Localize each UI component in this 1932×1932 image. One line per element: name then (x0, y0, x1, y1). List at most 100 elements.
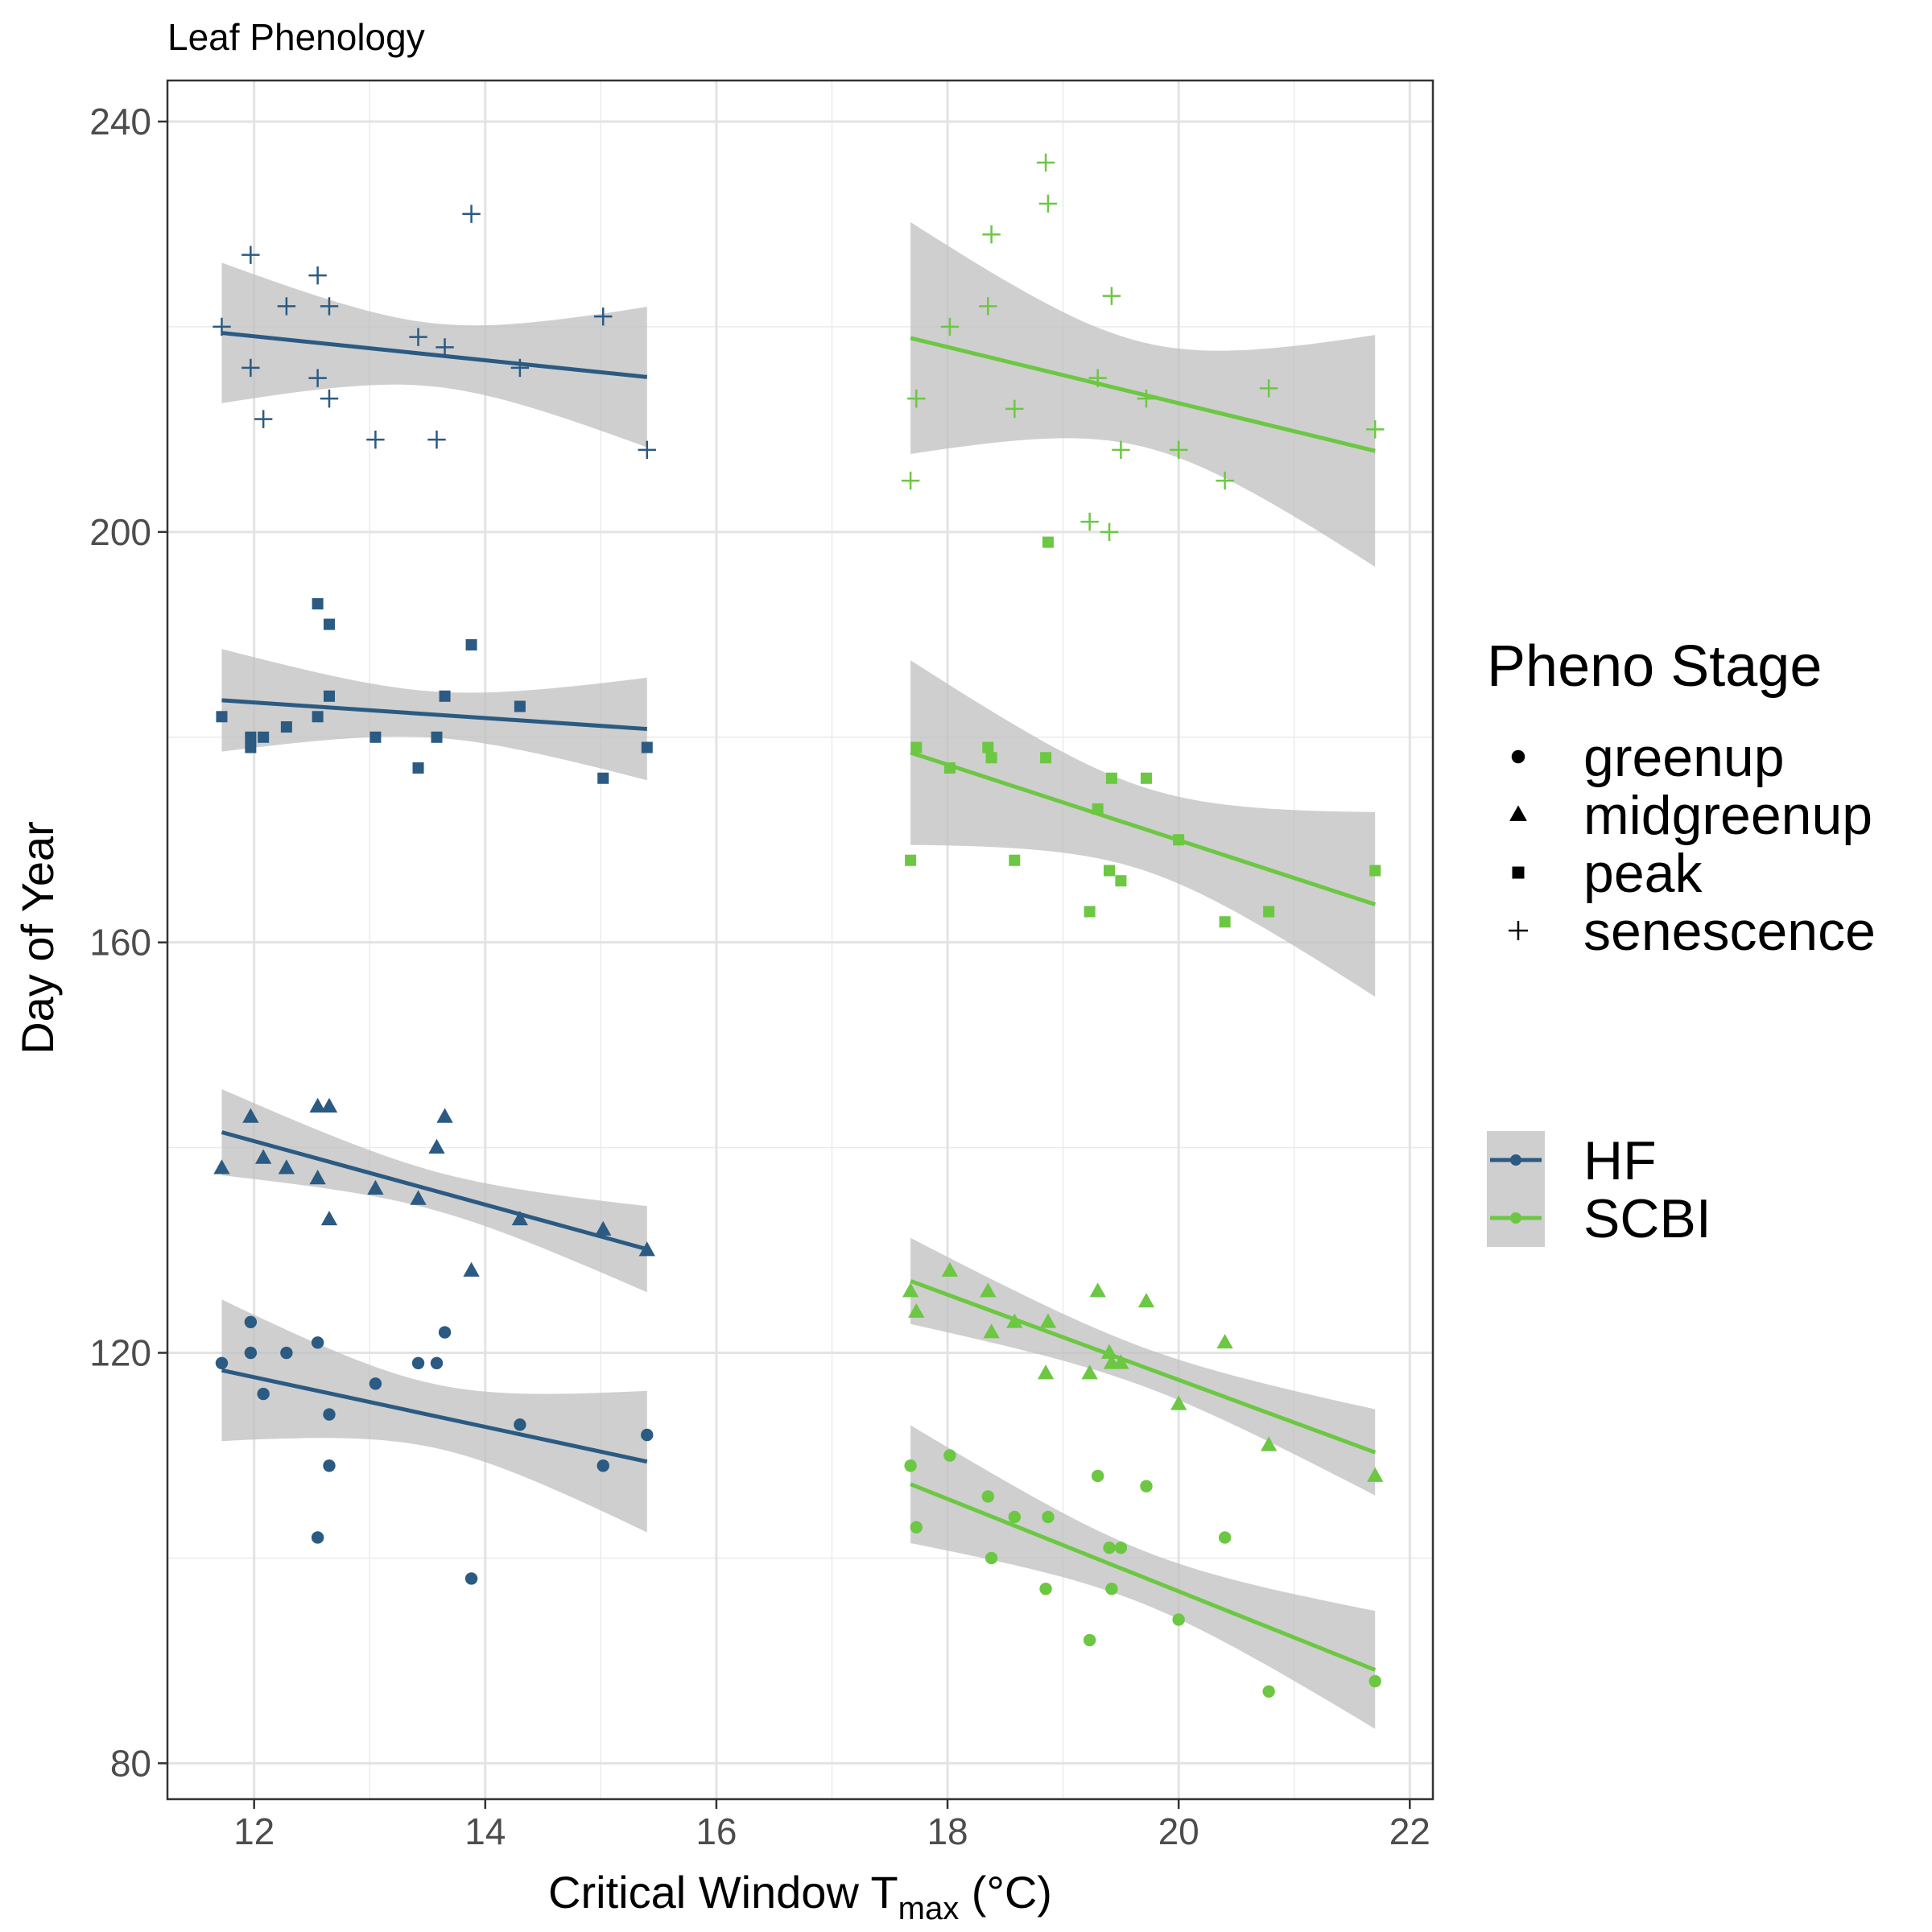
legend-item-scbi: SCBI (1487, 1188, 1711, 1249)
data-point-greenup (280, 1346, 293, 1360)
data-point-midgreenup (320, 1210, 338, 1226)
data-point-greenup (311, 1531, 324, 1544)
data-point-greenup (438, 1326, 452, 1339)
data-point-senescence (1102, 287, 1121, 305)
data-point-greenup (1103, 1542, 1116, 1554)
data-point-greenup (514, 1418, 526, 1431)
y-tick-label: 240 (89, 101, 151, 142)
fit-line-hf-greenup (221, 1368, 648, 1464)
data-point-peak (943, 762, 956, 774)
data-point-senescence (1259, 379, 1278, 398)
fit-line-scbi-peak (910, 750, 1376, 906)
data-point-peak (323, 618, 335, 630)
data-point-midgreenup (941, 1261, 959, 1277)
data-point-midgreenup (1039, 1313, 1057, 1328)
data-point-senescence (1112, 440, 1130, 460)
x-tick-label: 18 (927, 1810, 968, 1852)
legend-label-peak: peak (1583, 843, 1703, 904)
data-point-midgreenup (278, 1159, 295, 1174)
data-point-senescence (1366, 420, 1385, 439)
data-point-peak (1115, 875, 1127, 887)
data-point-senescence (510, 358, 530, 378)
data-point-midgreenup (213, 1159, 230, 1174)
data-point-greenup (1008, 1510, 1022, 1524)
data-point-greenup (430, 1356, 444, 1369)
data-point-senescence (1038, 194, 1058, 213)
data-point-peak (641, 741, 653, 753)
data-point-senescence (320, 389, 339, 408)
y-tick-label: 200 (89, 511, 151, 553)
data-point-greenup (641, 1428, 654, 1442)
data-point-senescence (1080, 512, 1099, 531)
data-point-midgreenup (595, 1220, 612, 1236)
legend-label-hf: HF (1583, 1130, 1657, 1191)
data-point-greenup (1262, 1685, 1275, 1698)
data-point-midgreenup (463, 1261, 480, 1277)
data-point-senescence (242, 358, 260, 378)
data-point-greenup (215, 1356, 229, 1369)
data-point-midgreenup (638, 1241, 655, 1257)
data-point-greenup (597, 1459, 609, 1472)
data-point-senescence (213, 317, 231, 336)
legend-key-peak (1512, 866, 1525, 879)
y-tick-label: 160 (89, 922, 151, 964)
data-point-senescence (308, 369, 327, 387)
chart-title: Leaf Phenology (167, 16, 425, 58)
data-point-senescence (427, 430, 446, 449)
data-point-midgreenup (983, 1323, 1000, 1339)
data-point-senescence (1088, 369, 1107, 387)
data-point-midgreenup (320, 1097, 338, 1113)
data-point-peak (985, 752, 997, 764)
data-point-peak (1084, 906, 1096, 918)
data-point-peak (258, 731, 270, 743)
data-point-peak (982, 741, 994, 753)
data-point-senescence (308, 266, 327, 285)
shape-legend: Pheno Stage greenupmidgreenuppeaksenesce… (1487, 634, 1876, 962)
data-point-peak (1092, 803, 1104, 815)
data-point-senescence (1100, 522, 1119, 542)
data-point-peak (465, 639, 477, 651)
data-point-senescence (320, 297, 339, 316)
data-point-senescence (940, 317, 960, 336)
data-point-senescence (979, 297, 997, 316)
data-point-midgreenup (1037, 1364, 1055, 1380)
legend-key-senescence (1509, 921, 1528, 940)
data-point-senescence (907, 389, 926, 408)
data-point-peak (905, 854, 917, 866)
data-point-midgreenup (309, 1170, 326, 1185)
data-point-peak (1263, 906, 1275, 918)
fit-line-scbi-midgreenup (910, 1278, 1377, 1455)
data-point-peak (312, 598, 324, 610)
data-points (213, 153, 1385, 1698)
y-tick-label: 80 (110, 1742, 151, 1784)
data-point-greenup (464, 1572, 478, 1585)
data-point-peak (910, 741, 923, 753)
y-tick-label: 120 (89, 1332, 151, 1374)
x-tick-label: 20 (1158, 1810, 1199, 1852)
data-point-greenup (1091, 1469, 1104, 1483)
data-point-greenup (1218, 1531, 1232, 1544)
x-tick-label: 16 (696, 1810, 737, 1852)
data-point-greenup (244, 1315, 258, 1328)
data-point-peak (280, 721, 292, 733)
data-point-peak (1104, 865, 1116, 877)
data-point-peak (1369, 865, 1381, 877)
data-point-midgreenup (1113, 1354, 1129, 1369)
data-point-midgreenup (242, 1108, 259, 1123)
data-point-greenup (369, 1377, 382, 1390)
data-point-midgreenup (980, 1282, 997, 1298)
x-axis: 12 14 16 18 20 22 (233, 1799, 1430, 1852)
data-point-greenup (323, 1408, 336, 1421)
fit-line-scbi-senescence (910, 336, 1376, 453)
data-point-peak (1105, 772, 1117, 784)
data-point-peak (1219, 916, 1231, 928)
data-point-greenup (985, 1551, 998, 1565)
legend-label-scbi: SCBI (1583, 1188, 1711, 1249)
data-point-midgreenup (1006, 1313, 1023, 1328)
data-point-greenup (1042, 1510, 1055, 1524)
data-point-senescence (1169, 440, 1188, 460)
data-point-greenup (1140, 1480, 1153, 1492)
legend-label-midgreenup: midgreenup (1583, 785, 1872, 846)
